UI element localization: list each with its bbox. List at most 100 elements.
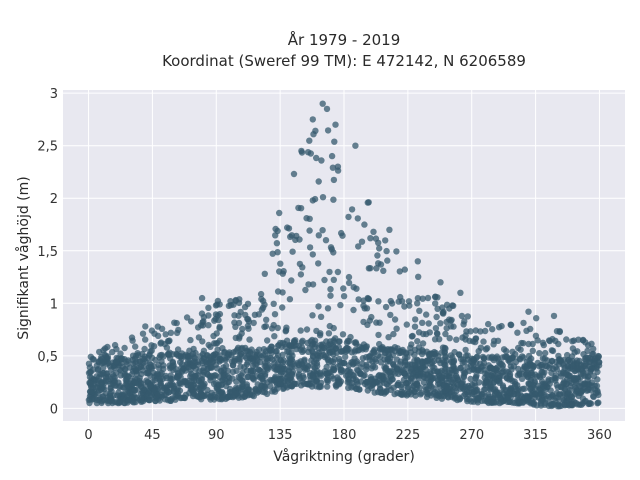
data-point [530, 401, 537, 408]
data-point [334, 363, 342, 370]
data-point [364, 199, 371, 206]
data-point [313, 327, 320, 335]
data-point [319, 194, 327, 201]
data-point [144, 354, 151, 362]
data-point [151, 330, 158, 337]
data-point [463, 328, 470, 335]
data-point [457, 364, 465, 372]
data-point [469, 338, 477, 345]
data-point [585, 373, 592, 380]
data-point [319, 227, 326, 234]
data-point [307, 338, 314, 345]
data-point [271, 360, 278, 367]
data-point [138, 380, 145, 387]
data-point [540, 385, 547, 392]
data-point [446, 335, 453, 342]
data-point [514, 390, 521, 397]
data-point [244, 316, 252, 323]
data-point [384, 257, 391, 264]
data-point [232, 390, 240, 397]
data-point [375, 331, 382, 339]
data-point [374, 252, 381, 259]
data-point [586, 363, 593, 370]
data-point [118, 355, 125, 362]
data-point [542, 349, 549, 357]
data-point [584, 342, 592, 349]
data-point [306, 137, 313, 144]
data-point [310, 131, 317, 138]
data-point [382, 303, 390, 311]
data-point [143, 383, 150, 390]
data-point [183, 314, 191, 321]
data-point [461, 386, 468, 393]
data-point [339, 331, 347, 338]
data-point [288, 232, 295, 239]
data-point [244, 300, 252, 307]
data-point [178, 364, 185, 371]
data-point [246, 348, 253, 355]
data-point [316, 332, 324, 339]
data-point [500, 346, 508, 353]
data-point [324, 344, 331, 351]
data-point [163, 374, 170, 382]
data-point [388, 300, 396, 307]
data-point [480, 359, 488, 367]
data-point [422, 383, 429, 391]
data-point [489, 370, 496, 378]
data-point [309, 281, 317, 288]
data-point [178, 380, 185, 387]
data-point [168, 363, 175, 371]
data-point [474, 386, 481, 394]
data-point [157, 381, 164, 388]
data-point [484, 345, 491, 352]
data-point [236, 333, 243, 340]
data-point [413, 380, 421, 387]
data-point [442, 330, 449, 338]
data-point [100, 364, 107, 371]
data-point [386, 368, 393, 376]
data-point [419, 348, 427, 355]
data-point [345, 213, 352, 221]
data-point [163, 344, 171, 351]
data-point [489, 326, 496, 333]
data-point [235, 355, 242, 362]
data-point [512, 350, 519, 358]
data-point [444, 393, 451, 400]
chart-title: År 1979 - 2019 [288, 30, 401, 49]
data-point [169, 358, 176, 366]
data-point [458, 380, 465, 388]
data-point [330, 249, 337, 256]
data-point [129, 386, 136, 393]
data-point [556, 403, 563, 410]
data-point [402, 370, 409, 377]
data-point [332, 345, 339, 352]
data-point [469, 390, 476, 398]
x-axis-label: Vågriktning (grader) [273, 448, 415, 465]
data-point [385, 383, 392, 390]
data-point [557, 383, 565, 390]
data-point [290, 170, 298, 178]
y-tick-label: 2 [50, 192, 58, 207]
data-point [424, 294, 432, 302]
data-point [350, 284, 357, 291]
data-point [443, 382, 450, 390]
data-point [284, 348, 291, 355]
data-point [575, 336, 582, 343]
data-point [520, 340, 527, 347]
data-point [569, 338, 576, 345]
data-point [338, 229, 345, 237]
data-point [496, 378, 503, 385]
data-point [390, 330, 397, 338]
data-point [235, 319, 243, 327]
data-point [363, 363, 370, 370]
data-point [116, 384, 123, 391]
data-point [449, 302, 456, 309]
data-point [445, 366, 452, 373]
data-point [407, 377, 414, 384]
data-point [415, 273, 422, 280]
data-point [309, 251, 316, 258]
data-point [323, 338, 330, 345]
data-point [216, 301, 223, 308]
data-point [136, 374, 143, 382]
data-point [315, 232, 322, 239]
